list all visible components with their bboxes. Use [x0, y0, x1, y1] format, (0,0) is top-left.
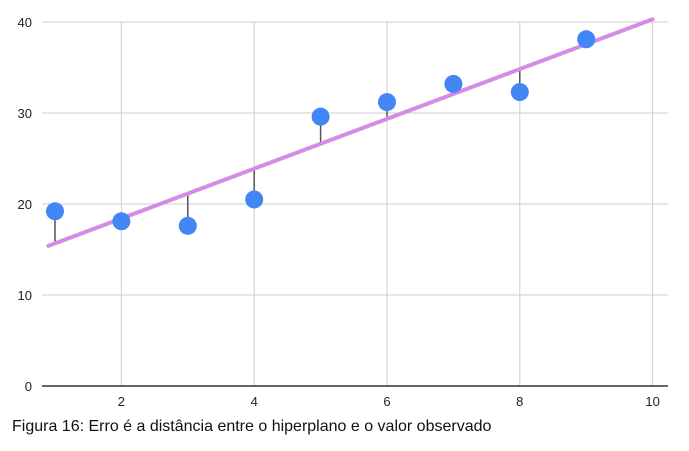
y-tick-label: 30 — [18, 106, 32, 121]
data-point — [444, 74, 463, 93]
x-tick-label: 4 — [251, 394, 258, 409]
data-point — [178, 216, 197, 235]
data-point — [245, 190, 264, 209]
data-point — [510, 83, 529, 102]
data-point — [577, 30, 596, 49]
y-tick-label: 20 — [18, 197, 32, 212]
data-point — [378, 93, 396, 112]
tick-labels: 0 10 20 30 40 2 4 6 8 10 — [18, 15, 660, 409]
data-point — [112, 212, 131, 231]
scatter-chart: 0 10 20 30 40 2 4 6 8 10 — [18, 15, 668, 409]
fit-line-layer — [46, 17, 655, 248]
figure-caption: Figura 16: Erro é a distância entre o hi… — [12, 418, 492, 435]
x-tick-label: 10 — [645, 394, 659, 409]
x-tick-label: 6 — [383, 394, 390, 409]
y-tick-label: 10 — [18, 288, 32, 303]
data-point — [311, 107, 330, 126]
x-tick-label: 8 — [516, 394, 523, 409]
data-point — [46, 202, 64, 221]
y-tick-label: 40 — [18, 15, 32, 30]
data-points — [46, 30, 596, 235]
fit-line — [46, 17, 655, 248]
y-tick-label: 0 — [25, 379, 32, 394]
x-tick-label: 2 — [118, 394, 125, 409]
grid-lines — [42, 21, 668, 386]
